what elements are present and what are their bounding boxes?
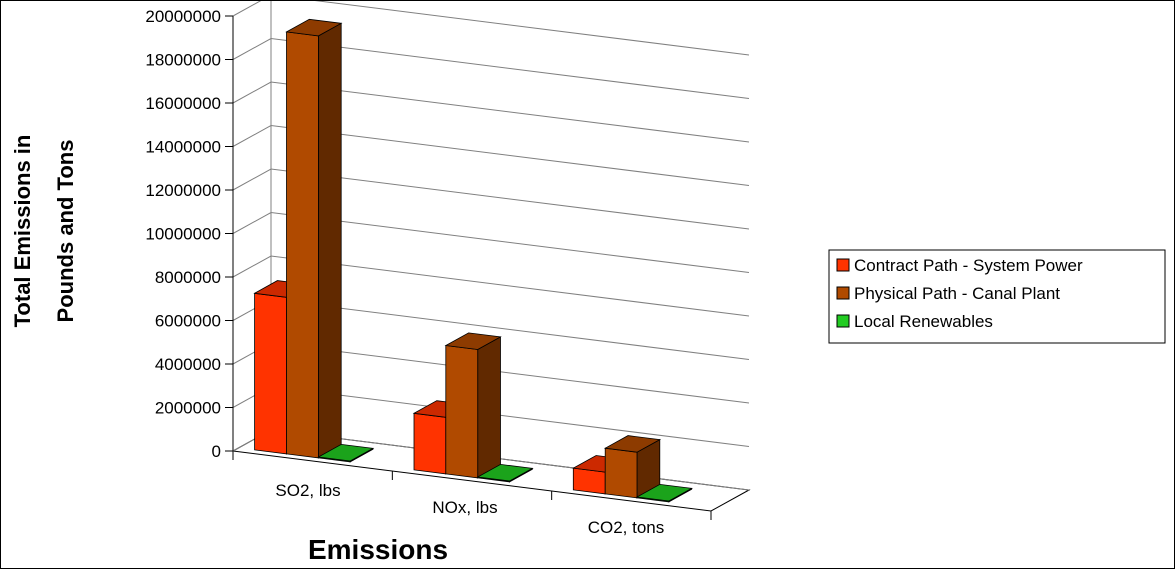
- bar: [317, 443, 375, 463]
- legend-box: [828, 249, 1166, 344]
- y-tick-label: 18000000: [145, 51, 221, 70]
- axes: [225, 15, 712, 520]
- bar-top: [476, 463, 534, 482]
- y-tick-label: 10000000: [145, 225, 221, 244]
- x-tick-label: SO2, lbs: [275, 481, 340, 500]
- y-tick-label: 16000000: [145, 94, 221, 113]
- bar-front: [445, 345, 479, 479]
- bar-front: [413, 412, 447, 475]
- bar-front: [572, 467, 606, 495]
- bar: [635, 483, 693, 503]
- bar-side: [477, 336, 501, 479]
- x-axis-title: Emissions: [308, 534, 448, 565]
- y-tick-label: 2000000: [155, 399, 221, 418]
- gridline: [232, 255, 750, 317]
- y-tick-label: 12000000: [145, 181, 221, 200]
- y-tick-label: 6000000: [155, 312, 221, 331]
- x-tick-label: NOx, lbs: [432, 498, 497, 517]
- gridline: [232, 37, 750, 99]
- gridline: [232, 168, 750, 230]
- bar: [444, 332, 502, 479]
- gridline: [232, 81, 750, 143]
- bar-top: [603, 435, 662, 453]
- y-tick-label: 4000000: [155, 355, 221, 374]
- y-tick-label: 8000000: [155, 268, 221, 287]
- y-tick-label: 20000000: [145, 7, 221, 26]
- x-tick-label: CO2, tons: [588, 518, 665, 537]
- gridline: [232, 124, 750, 186]
- bar-top: [635, 483, 693, 502]
- bar-front: [286, 31, 319, 459]
- y-axis-title-line-1: Total Emissions in: [10, 135, 35, 328]
- y-tick-labels: 0 2000000 4000000 6000000 8000000 10000000 120…: [145, 7, 221, 461]
- legend-swatch: [836, 258, 850, 272]
- gridline: [232, 211, 750, 273]
- legend: Contract Path - System Power Physical Pat…: [828, 249, 1166, 344]
- bar: [476, 463, 534, 483]
- bar-side: [317, 22, 342, 459]
- legend-swatch: [836, 314, 850, 328]
- y-axis-title-line-2: Pounds and Tons: [53, 140, 78, 323]
- bar-top: [317, 443, 375, 462]
- bar-top: [285, 18, 343, 37]
- bar: [285, 18, 343, 459]
- bar-top: [444, 332, 502, 350]
- bars: [253, 18, 693, 503]
- bar-front: [254, 292, 287, 455]
- bar: [603, 435, 662, 499]
- legend-swatch: [836, 286, 850, 300]
- y-tick-label: 0: [212, 442, 221, 461]
- legend-label: Local Renewables: [854, 312, 993, 331]
- back-wall: [271, 1, 749, 490]
- gridline: [232, 1, 750, 56]
- legend-label: Physical Path - Canal Plant: [854, 284, 1060, 303]
- x-tick-labels: SO2, lbs NOx, lbs CO2, tons: [275, 481, 664, 537]
- y-tick-label: 14000000: [145, 138, 221, 157]
- bar-front: [604, 447, 638, 499]
- legend-label: Contract Path - System Power: [854, 256, 1083, 275]
